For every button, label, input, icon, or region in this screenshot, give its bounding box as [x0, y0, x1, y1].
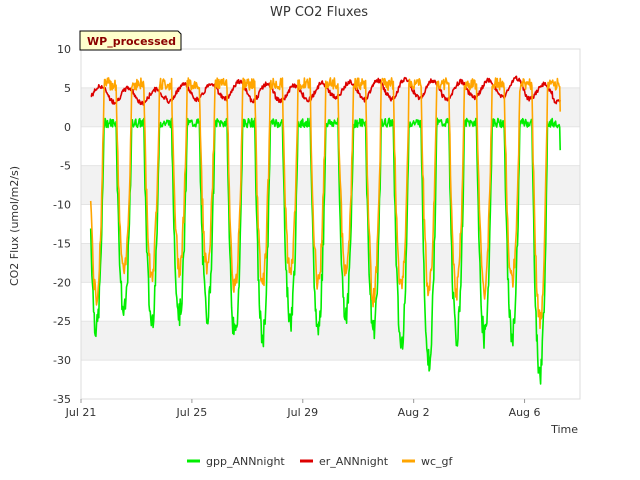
grid-band [81, 126, 580, 166]
processed-badge: WP_processed [79, 30, 182, 51]
plot-border [80, 48, 581, 400]
y-tick-label: -5 [60, 160, 71, 173]
series-line-wc-gf [89, 77, 561, 330]
processed-badge-label: WP_processed [87, 35, 176, 48]
processed-badge-box [79, 30, 182, 51]
y-tick-label: -10 [53, 199, 71, 212]
y-axis-title: CO2 Flux (umol/m2/s) [8, 166, 21, 286]
x-axis-ticks: Jul 21 Jul 25 Jul 29 Aug 2 Aug 6 [65, 399, 541, 419]
x-tick-label: Aug 2 [398, 406, 430, 419]
chart-title: WP CO2 Fluxes [270, 5, 368, 20]
legend-label: gpp_ANNnight [206, 455, 285, 468]
y-tick-label: -25 [53, 315, 71, 328]
grid-band [81, 282, 580, 322]
x-tick-label: Jul 21 [65, 406, 97, 419]
y-axis-ticks: 10 5 0 -5 -10 -15 -20 -25 -30 -35 [53, 43, 71, 406]
y-tick-label: 0 [64, 121, 71, 134]
y-tick-label: -35 [53, 393, 71, 406]
y-tick-label: -20 [53, 276, 71, 289]
legend-label: er_ANNnight [319, 455, 389, 468]
x-tick-label: Jul 29 [286, 406, 318, 419]
grid-band [81, 165, 580, 205]
y-tick-label: -30 [53, 354, 71, 367]
legend: gpp_ANNnight er_ANNnight wc_gf [187, 455, 454, 468]
y-tick-label: 10 [57, 43, 71, 56]
y-tick-label: 5 [64, 82, 71, 95]
legend-label: wc_gf [421, 455, 454, 468]
series-layer [89, 75, 561, 385]
x-tick-label: Jul 25 [176, 406, 208, 419]
x-tick-label: Aug 6 [509, 406, 541, 419]
grid-band [81, 243, 580, 283]
y-tick-label: -15 [53, 237, 71, 250]
grid-band [81, 360, 580, 399]
grid-band [81, 204, 580, 244]
x-axis-title: Time [550, 423, 578, 436]
grid-band [81, 321, 580, 361]
